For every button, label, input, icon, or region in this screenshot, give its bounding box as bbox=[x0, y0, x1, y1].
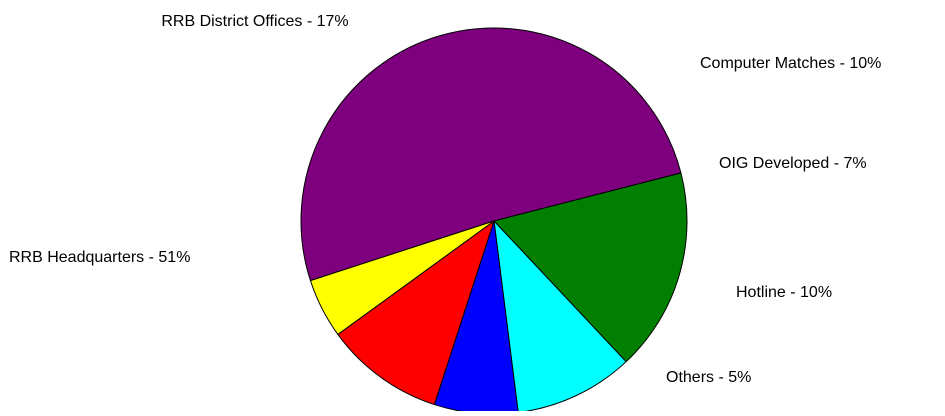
pie-label-rrb-headquarters: RRB Headquarters - 51% bbox=[9, 249, 190, 266]
pie-label-oig-developed: OIG Developed - 7% bbox=[719, 155, 867, 172]
pie-slice-others bbox=[309, 220, 495, 335]
pie-label-others: Others - 5% bbox=[666, 369, 751, 386]
pie-slice-rrb-district-offices bbox=[493, 172, 688, 363]
pie-label-rrb-district-offices: RRB District Offices - 17% bbox=[161, 13, 348, 30]
pie-label-hotline: Hotline - 10% bbox=[736, 284, 832, 301]
pie-labels: RRB Headquarters - 51% RRB District Offic… bbox=[9, 13, 881, 386]
pie-label-computer-matches: Computer Matches - 10% bbox=[700, 55, 881, 72]
pie-slice-hotline bbox=[337, 220, 495, 406]
pie-slice-rrb-headquarters bbox=[300, 27, 682, 282]
pie-slices bbox=[300, 27, 688, 415]
